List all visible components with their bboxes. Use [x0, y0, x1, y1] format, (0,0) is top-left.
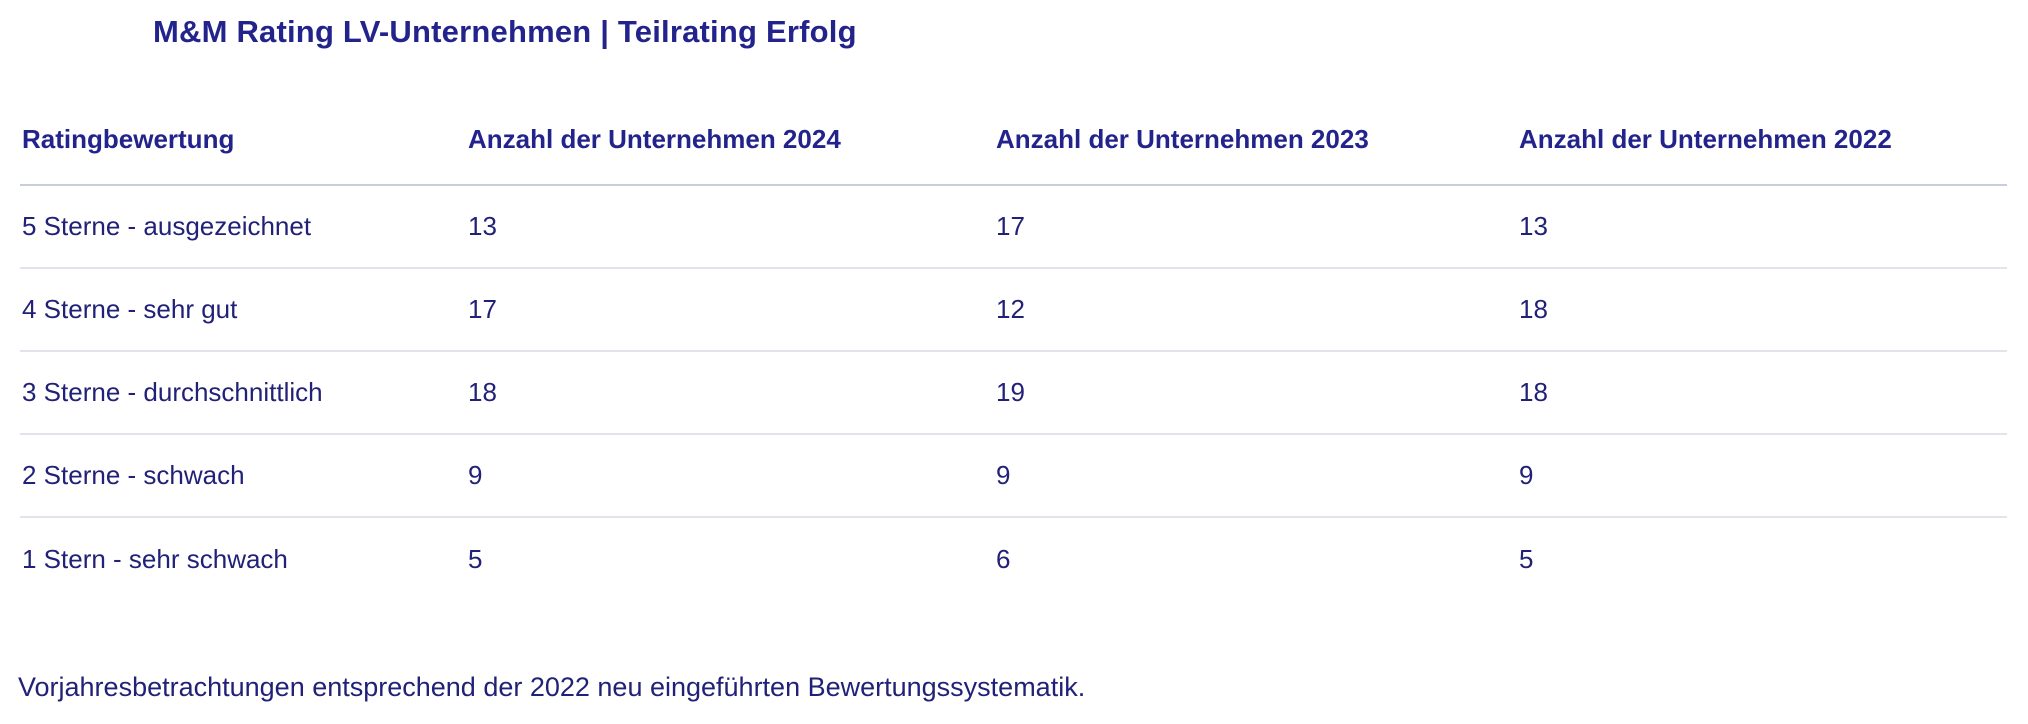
table-row-2-sterne: 2 Sterne - schwach 9 9 9: [20, 435, 2007, 518]
table-row-4-sterne: 4 Sterne - sehr gut 17 12 18: [20, 269, 2007, 352]
table-row-1-stern: 1 Stern - sehr schwach 5 6 5: [20, 518, 2007, 601]
value-2022: 18: [1519, 377, 1548, 407]
value-2023: 19: [996, 377, 1025, 407]
table-header-row: Ratingbewertung Anzahl der Unternehmen 2…: [20, 94, 2007, 186]
rating-label: 5 Sterne - ausgezeichnet: [22, 211, 312, 241]
footnote: Vorjahresbetrachtungen entsprechend der …: [18, 672, 1086, 702]
value-2023: 9: [996, 460, 1011, 490]
column-header-ratingbewertung: Ratingbewertung: [22, 123, 235, 154]
column-header-anzahl-2023: Anzahl der Unternehmen 2023: [996, 123, 1369, 154]
value-2022: 13: [1519, 211, 1548, 241]
rating-label: 3 Sterne - durchschnittlich: [22, 377, 323, 407]
value-2024: 17: [468, 294, 497, 324]
column-header-anzahl-2024: Anzahl der Unternehmen 2024: [468, 123, 841, 154]
rating-label: 4 Sterne - sehr gut: [22, 294, 238, 324]
table-row-3-sterne: 3 Sterne - durchschnittlich 18 19 18: [20, 352, 2007, 435]
value-2022: 18: [1519, 294, 1548, 324]
value-2024: 5: [468, 544, 483, 574]
value-2023: 17: [996, 211, 1025, 241]
value-2022: 9: [1519, 460, 1534, 490]
page-title: M&M Rating LV-Unternehmen | Teilrating E…: [153, 14, 857, 49]
rating-label: 2 Sterne - schwach: [22, 460, 245, 490]
value-2024: 13: [468, 211, 497, 241]
value-2022: 5: [1519, 544, 1534, 574]
value-2024: 9: [468, 460, 483, 490]
rating-label: 1 Stern - sehr schwach: [22, 544, 288, 574]
column-header-anzahl-2022: Anzahl der Unternehmen 2022: [1519, 123, 1892, 154]
value-2023: 12: [996, 294, 1025, 324]
value-2023: 6: [996, 544, 1011, 574]
table-row-5-sterne: 5 Sterne - ausgezeichnet 13 17 13: [20, 186, 2007, 269]
value-2024: 18: [468, 377, 497, 407]
rating-table: Ratingbewertung Anzahl der Unternehmen 2…: [20, 94, 2007, 601]
